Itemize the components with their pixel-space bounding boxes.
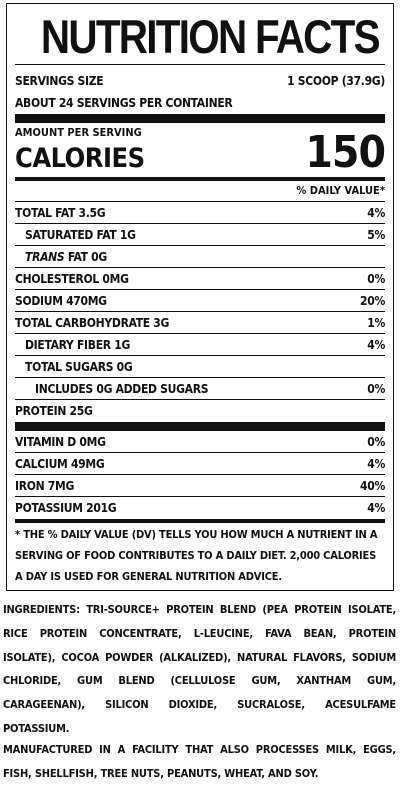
nutrient-dv: 20% bbox=[360, 293, 385, 308]
nutrient-row-total-fat: TOTAL FAT 3.5G 4% bbox=[15, 202, 385, 224]
nutrient-name: PROTEIN 25G bbox=[15, 404, 93, 418]
vitamin-row-calcium: CALCIUM 49MG 4% bbox=[15, 453, 385, 475]
divider-medium bbox=[15, 177, 385, 181]
nutrient-dv: 4% bbox=[367, 205, 385, 220]
calories-row: CALORIES 150 bbox=[15, 131, 386, 175]
vitamin-dv: 4% bbox=[367, 456, 385, 471]
serving-size-label: SERVINGS SIZE bbox=[15, 73, 104, 88]
nutrient-name: TRANS FAT 0G bbox=[25, 250, 107, 264]
nutrient-name: SODIUM 470MG bbox=[15, 293, 107, 308]
calories-label: CALORIES bbox=[15, 143, 145, 174]
nutrient-row-dietary-fiber: DIETARY FIBER 1G 4% bbox=[15, 334, 385, 356]
nutrient-name: DIETARY FIBER 1G bbox=[25, 337, 131, 352]
nutrient-name: TOTAL FAT 3.5G bbox=[15, 205, 106, 220]
vitamin-row-vitamin-d: VITAMIN D 0MG 0% bbox=[15, 431, 385, 453]
vitamin-name: CALCIUM 49MG bbox=[15, 456, 105, 471]
nutrient-name: SATURATED FAT 1G bbox=[25, 227, 136, 242]
nutrient-row-saturated-fat: SATURATED FAT 1G 5% bbox=[15, 224, 385, 246]
calories-value: 150 bbox=[305, 127, 386, 178]
vitamin-name: IRON 7MG bbox=[15, 478, 75, 493]
nutrient-row-total-carbohydrate: TOTAL CARBOHYDRATE 3G 1% bbox=[15, 312, 385, 334]
ingredients-text: INGREDIENTS: TRI-SOURCE+ PROTEIN BLEND (… bbox=[3, 603, 396, 735]
daily-value-footnote: * THE % DAILY VALUE (DV) TELLS YOU HOW M… bbox=[15, 528, 378, 583]
nutrient-name: INCLUDES 0G ADDED SUGARS bbox=[35, 381, 209, 396]
nutrient-dv: 0% bbox=[367, 271, 385, 286]
nutrient-row-cholesterol: CHOLESTEROL 0MG 0% bbox=[15, 268, 385, 290]
nutrient-row-trans-fat: TRANS FAT 0G bbox=[15, 246, 385, 268]
daily-value-header: % DAILY VALUE* bbox=[296, 184, 385, 197]
divider-thick bbox=[15, 114, 385, 123]
divider-thick bbox=[15, 422, 385, 431]
serving-size-row: SERVINGS SIZE 1 SCOOP (37.9G) bbox=[15, 69, 385, 92]
servings-per-container-text: ABOUT 24 SERVINGS PER CONTAINER bbox=[15, 96, 233, 110]
vitamin-dv: 0% bbox=[367, 434, 385, 449]
serving-size-value: 1 SCOOP (37.9G) bbox=[287, 73, 385, 88]
nutrition-facts-panel: NUTRITION FACTS SERVINGS SIZE 1 SCOOP (3… bbox=[6, 3, 394, 591]
panel-title: NUTRITION FACTS bbox=[40, 10, 381, 63]
nutrient-name: TOTAL CARBOHYDRATE 3G bbox=[15, 315, 170, 330]
nutrient-name: CHOLESTEROL 0MG bbox=[15, 271, 129, 286]
allergen-statement: MANUFACTURED IN A FACILITY THAT ALSO PRO… bbox=[3, 743, 396, 780]
nutrient-dv: 5% bbox=[367, 227, 385, 242]
trans-italic-label: TRANS bbox=[25, 249, 65, 264]
vitamin-dv: 40% bbox=[360, 478, 385, 493]
vitamin-row-iron: IRON 7MG 40% bbox=[15, 475, 385, 497]
nutrient-row-sodium: SODIUM 470MG 20% bbox=[15, 290, 385, 312]
nutrient-dv: 0% bbox=[367, 381, 385, 396]
nutrient-row-protein: PROTEIN 25G bbox=[15, 400, 385, 422]
divider bbox=[15, 201, 385, 202]
vitamin-row-potassium: POTASSIUM 201G 4% bbox=[15, 497, 385, 519]
divider bbox=[15, 64, 385, 65]
trans-fat-amount: FAT 0G bbox=[64, 249, 107, 264]
nutrient-row-added-sugars: INCLUDES 0G ADDED SUGARS 0% bbox=[15, 378, 385, 400]
vitamin-name: VITAMIN D 0MG bbox=[15, 434, 106, 449]
amount-per-serving-label: AMOUNT PER SERVING bbox=[15, 126, 142, 139]
vitamin-name: POTASSIUM 201G bbox=[15, 501, 117, 515]
divider-medium bbox=[15, 519, 385, 523]
nutrient-dv: 4% bbox=[367, 337, 385, 352]
nutrient-name: TOTAL SUGARS 0G bbox=[25, 359, 133, 374]
nutrient-row-total-sugars: TOTAL SUGARS 0G bbox=[15, 356, 385, 378]
nutrient-dv: 1% bbox=[367, 315, 385, 330]
vitamin-dv: 4% bbox=[367, 501, 385, 515]
servings-per-container: ABOUT 24 SERVINGS PER CONTAINER bbox=[15, 92, 385, 114]
